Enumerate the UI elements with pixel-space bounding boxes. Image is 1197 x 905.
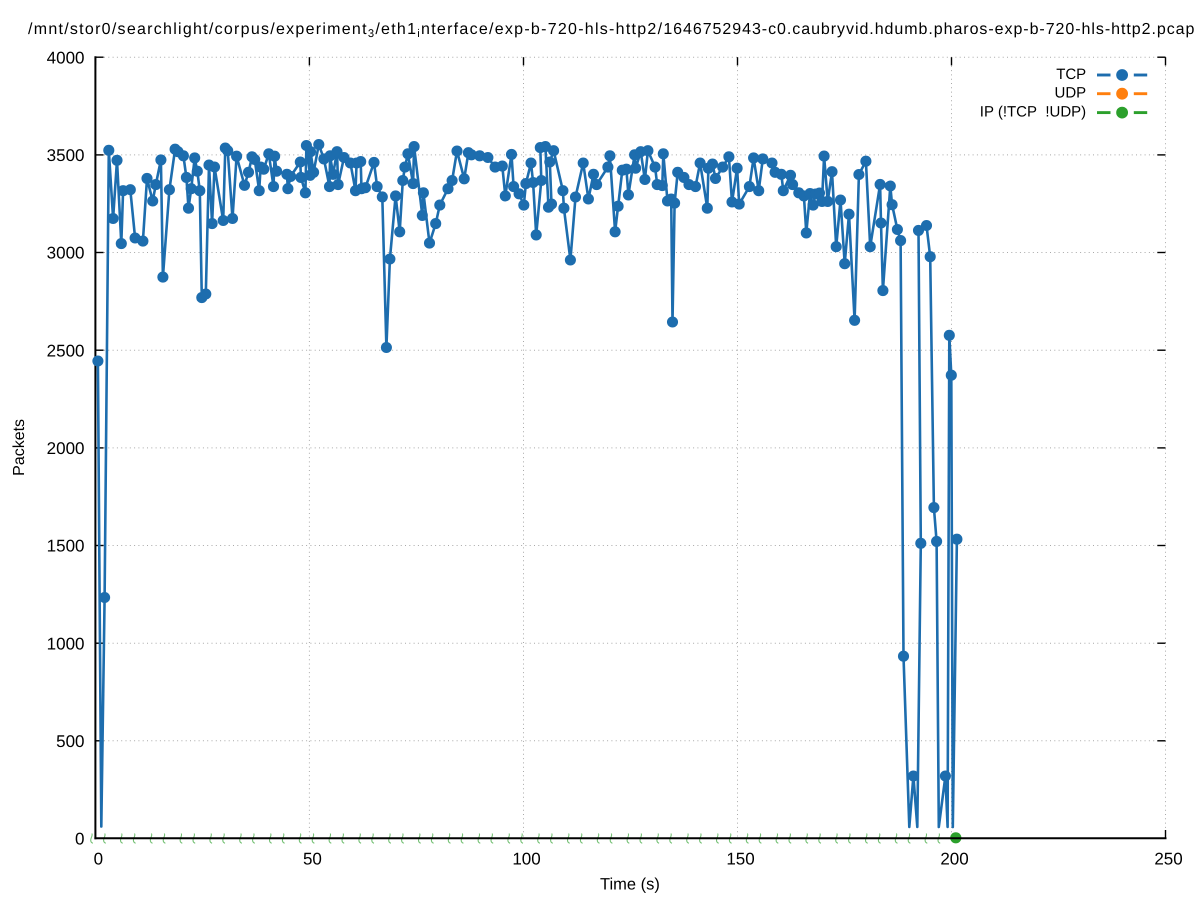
svg-text:2500: 2500	[47, 341, 85, 360]
svg-text:0: 0	[75, 829, 84, 848]
svg-text:Time (s): Time (s)	[600, 875, 660, 893]
svg-text:100: 100	[512, 850, 540, 869]
svg-text:0: 0	[94, 850, 103, 869]
svg-text:/mnt/stor0/searchlight/corpus/: /mnt/stor0/searchlight/corpus/experiment…	[28, 21, 1195, 40]
svg-text:500: 500	[56, 732, 84, 751]
svg-text:1000: 1000	[47, 634, 85, 653]
svg-text:Packets: Packets	[11, 419, 28, 476]
svg-text:IP (!TCP !UDP): IP (!TCP !UDP)	[980, 104, 1086, 121]
svg-text:TCP: TCP	[1056, 66, 1086, 83]
svg-text:3500: 3500	[47, 146, 85, 165]
svg-text:4000: 4000	[47, 48, 85, 67]
svg-text:200: 200	[940, 850, 968, 869]
svg-text:3000: 3000	[47, 244, 85, 263]
svg-text:2000: 2000	[47, 439, 85, 458]
svg-text:250: 250	[1154, 850, 1182, 869]
svg-text:1500: 1500	[47, 537, 85, 556]
svg-text:150: 150	[726, 850, 754, 869]
svg-text:50: 50	[303, 850, 322, 869]
svg-text:UDP: UDP	[1055, 85, 1087, 102]
